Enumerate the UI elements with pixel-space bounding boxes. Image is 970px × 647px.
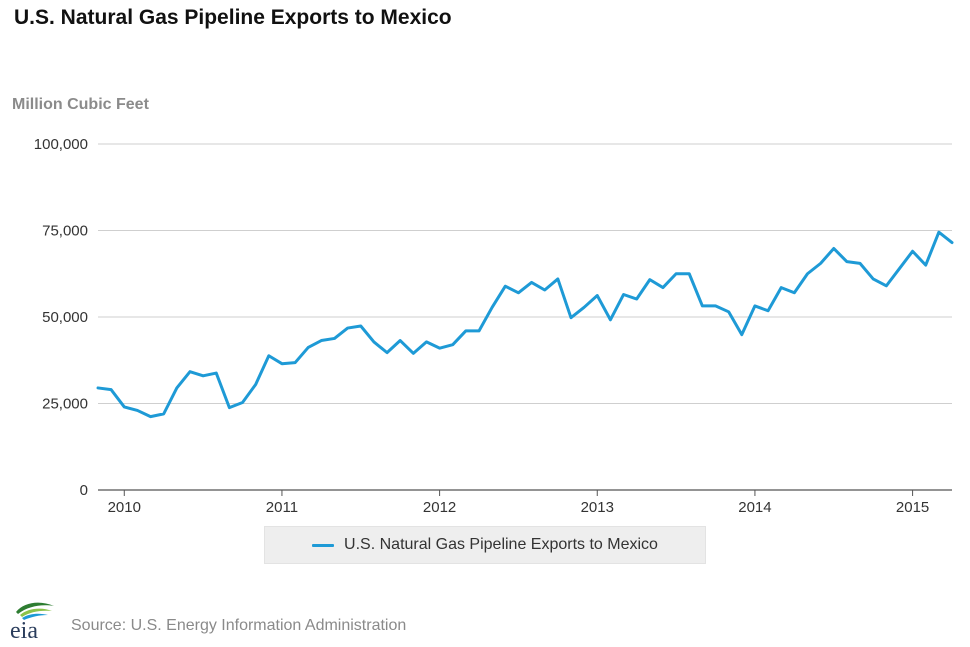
data-point[interactable]	[857, 260, 863, 266]
data-point[interactable]	[594, 293, 600, 299]
data-point[interactable]	[542, 287, 548, 293]
y-tick-label: 75,000	[42, 223, 88, 240]
data-point[interactable]	[555, 276, 561, 282]
data-point[interactable]	[226, 405, 232, 411]
data-point[interactable]	[581, 304, 587, 310]
data-point[interactable]	[949, 240, 955, 246]
series-line[interactable]	[96, 230, 954, 419]
data-point[interactable]	[713, 303, 719, 309]
data-point[interactable]	[607, 317, 613, 323]
data-point[interactable]	[529, 279, 535, 285]
data-point[interactable]	[660, 285, 666, 291]
x-tick-label: 2010	[108, 499, 141, 516]
data-point[interactable]	[174, 385, 180, 391]
data-point[interactable]	[345, 325, 351, 331]
y-axis-unit-label: Million Cubic Feet	[12, 96, 149, 113]
data-point[interactable]	[647, 277, 653, 283]
data-point[interactable]	[831, 245, 837, 251]
x-tick-label: 2015	[896, 499, 929, 516]
data-point[interactable]	[213, 370, 219, 376]
data-point[interactable]	[450, 342, 456, 348]
data-point[interactable]	[621, 292, 627, 298]
data-point[interactable]	[463, 328, 469, 334]
data-point[interactable]	[95, 385, 101, 391]
data-point[interactable]	[568, 315, 574, 321]
data-point[interactable]	[148, 414, 154, 420]
data-point[interactable]	[896, 266, 902, 272]
chart-title: U.S. Natural Gas Pipeline Exports to Mex…	[14, 6, 452, 29]
gridlines	[98, 143, 952, 491]
data-point[interactable]	[384, 350, 390, 356]
data-point[interactable]	[240, 399, 246, 405]
data-point[interactable]	[358, 323, 364, 329]
data-point[interactable]	[305, 344, 311, 350]
data-point[interactable]	[923, 262, 929, 268]
source-note: Source: U.S. Energy Information Administ…	[71, 617, 407, 634]
data-point[interactable]	[279, 361, 285, 367]
x-tick-label: 2011	[266, 499, 298, 516]
data-point[interactable]	[673, 271, 679, 277]
data-point[interactable]	[437, 345, 443, 351]
eia-logo-leaf-light	[20, 608, 52, 617]
legend-swatch	[312, 543, 335, 547]
data-point[interactable]	[804, 271, 810, 277]
x-tick-label: 2014	[738, 499, 771, 516]
legend-label: U.S. Natural Gas Pipeline Exports to Mex…	[344, 536, 658, 553]
eia-logo-text: eia	[10, 618, 38, 640]
data-point[interactable]	[318, 338, 324, 344]
data-point[interactable]	[634, 296, 640, 302]
eia-logo-leaf-blue	[22, 613, 48, 620]
data-point[interactable]	[765, 308, 771, 314]
data-point[interactable]	[108, 387, 114, 393]
data-point[interactable]	[200, 373, 206, 379]
data-point[interactable]	[739, 332, 745, 338]
data-point[interactable]	[515, 290, 521, 296]
data-point[interactable]	[883, 283, 889, 289]
data-point[interactable]	[476, 328, 482, 334]
data-point[interactable]	[910, 248, 916, 254]
data-point[interactable]	[778, 285, 784, 291]
data-point[interactable]	[121, 404, 127, 410]
data-point[interactable]	[726, 309, 732, 315]
data-point[interactable]	[936, 229, 942, 235]
x-tick-label: 2013	[581, 499, 614, 516]
data-point[interactable]	[134, 407, 140, 413]
data-point[interactable]	[423, 339, 429, 345]
data-point[interactable]	[752, 303, 758, 309]
legend[interactable]: U.S. Natural Gas Pipeline Exports to Mex…	[264, 526, 706, 564]
y-tick-label: 0	[80, 482, 88, 499]
data-point[interactable]	[870, 276, 876, 282]
data-point[interactable]	[253, 381, 259, 387]
data-point[interactable]	[699, 303, 705, 309]
data-point[interactable]	[410, 350, 416, 356]
data-point[interactable]	[686, 271, 692, 277]
data-point[interactable]	[818, 260, 824, 266]
y-tick-label: 50,000	[42, 309, 88, 326]
data-point[interactable]	[397, 338, 403, 344]
eia-logo-icon: eia	[10, 602, 54, 640]
y-axis-ticks: 0 25,000 50,000 75,000 100,000	[34, 136, 88, 499]
data-point[interactable]	[502, 283, 508, 289]
data-point[interactable]	[791, 290, 797, 296]
data-point[interactable]	[489, 304, 495, 310]
y-tick-label: 100,000	[34, 136, 88, 153]
x-tick-label: 2012	[423, 499, 456, 516]
data-point[interactable]	[331, 335, 337, 341]
data-point[interactable]	[161, 411, 167, 417]
eia-logo-leaf-green	[16, 602, 54, 614]
series-layer	[95, 229, 955, 420]
data-point[interactable]	[292, 360, 298, 366]
data-point[interactable]	[266, 353, 272, 359]
data-point[interactable]	[371, 339, 377, 345]
data-point[interactable]	[844, 259, 850, 265]
x-axis-ticks: 2010 2011 2012 2013 2014 2015	[108, 490, 929, 516]
y-tick-label: 25,000	[42, 396, 88, 413]
data-point[interactable]	[187, 369, 193, 375]
